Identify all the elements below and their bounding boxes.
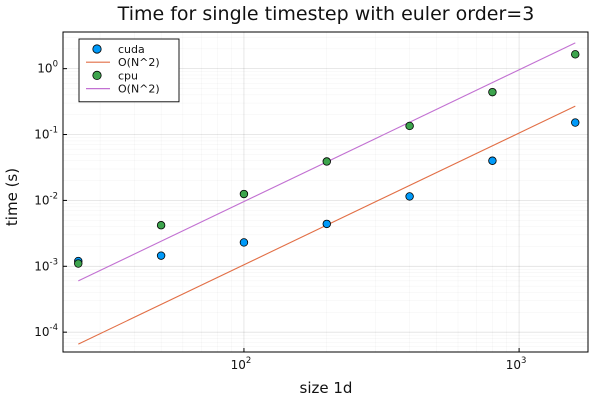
- series-point-cpu: [74, 259, 83, 268]
- series-point-cpu: [322, 157, 331, 166]
- y-tick-label: 10-3: [34, 257, 58, 273]
- series-point-cuda: [156, 251, 166, 260]
- x-tick-exponent: 3: [521, 356, 526, 366]
- series-point-cpu: [156, 221, 166, 230]
- y-tick-exponent: -4: [50, 323, 58, 333]
- legend-label: cuda: [118, 43, 145, 56]
- grid: [63, 32, 588, 353]
- series-point-cuda: [322, 219, 331, 229]
- legend-label: O(N^2): [118, 56, 160, 69]
- series-point-cpu: [571, 50, 580, 59]
- y-tick-exponent: -2: [50, 191, 58, 201]
- chart-title: Time for single timestep with euler orde…: [117, 3, 535, 25]
- series-point-cpu: [488, 87, 497, 97]
- y-tick-exponent: -1: [50, 126, 58, 136]
- plot-frame: [62, 31, 589, 353]
- legend-label: cpu: [118, 69, 138, 82]
- y-tick-label: 10-2: [34, 191, 58, 207]
- y-tick-label: 100: [37, 60, 58, 76]
- y-tick-exponent: -3: [50, 257, 58, 267]
- series-point-cuda: [405, 192, 414, 201]
- axis-ticks: 102 103 10-4 10-3 10-2 10-1 100: [34, 60, 526, 372]
- series-point-cpu: [239, 189, 249, 199]
- series-point-cpu: [405, 121, 414, 131]
- series-point-cuda: [488, 156, 497, 165]
- y-tick-exponent: 0: [53, 60, 58, 70]
- series-point-cuda: [571, 118, 580, 127]
- y-tick-label: 10-1: [34, 126, 58, 142]
- x-tick-label: 103: [506, 356, 527, 372]
- y-axis-label: time (s): [3, 168, 21, 226]
- series-point-cuda: [239, 238, 249, 247]
- x-tick-exponent: 2: [246, 356, 251, 366]
- x-axis-label: size 1d: [300, 379, 353, 397]
- legend-marker: [92, 44, 102, 54]
- series-layer: [74, 42, 580, 345]
- legend-label: O(N^2): [118, 83, 160, 96]
- legend-marker: [92, 70, 102, 81]
- x-tick-label: 102: [231, 356, 252, 372]
- y-tick-label: 10-4: [34, 323, 58, 339]
